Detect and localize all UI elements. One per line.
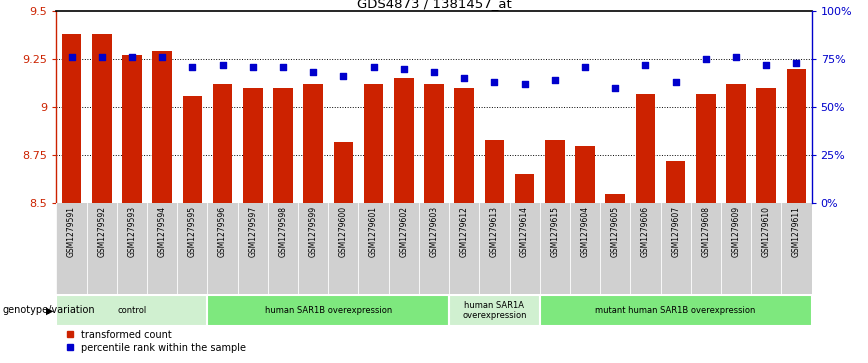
Bar (333, 142, 353, 203)
Text: GSM1279615: GSM1279615 (550, 206, 559, 257)
Text: GSM1279601: GSM1279601 (369, 206, 378, 257)
Point (760, 62, 773, 68)
Point (639, 62, 653, 68)
Bar (394, 78, 414, 203)
Bar (364, 84, 384, 203)
Bar (454, 88, 474, 203)
Point (95, 54, 108, 60)
Bar (273, 88, 293, 203)
Text: GSM1279592: GSM1279592 (97, 206, 106, 257)
Bar (540, 295, 812, 326)
Bar (786, 69, 806, 203)
Text: human SAR1B overexpression: human SAR1B overexpression (265, 306, 392, 315)
Point (125, 54, 139, 60)
Point (699, 56, 713, 62)
Point (276, 64, 290, 70)
Point (790, 60, 804, 66)
Bar (515, 174, 535, 203)
Bar (666, 161, 686, 203)
Point (64, 54, 78, 60)
Text: GSM1279604: GSM1279604 (581, 206, 589, 257)
Text: mutant human SAR1B overexpression: mutant human SAR1B overexpression (595, 306, 756, 315)
Text: GSM1279608: GSM1279608 (701, 206, 710, 257)
Legend: transformed count, percentile rank within the sample: transformed count, percentile rank withi… (66, 330, 247, 353)
Point (578, 64, 592, 70)
Text: GSM1279612: GSM1279612 (460, 206, 469, 257)
Point (517, 81, 531, 87)
Bar (449, 295, 540, 326)
Text: GSM1279593: GSM1279593 (128, 206, 136, 257)
Text: GSM1279598: GSM1279598 (279, 206, 287, 257)
Bar (56, 295, 207, 326)
Bar (152, 51, 172, 203)
Bar (182, 95, 202, 203)
Text: GSM1279606: GSM1279606 (641, 206, 650, 257)
Point (427, 70, 441, 76)
Bar (756, 88, 776, 203)
Point (488, 79, 502, 85)
Text: GSM1279600: GSM1279600 (339, 206, 348, 257)
Bar (62, 34, 82, 203)
Bar (213, 84, 233, 203)
Text: GSM1279611: GSM1279611 (792, 206, 801, 257)
Text: GSM1279595: GSM1279595 (187, 206, 197, 257)
Text: genotype/variation: genotype/variation (3, 305, 95, 315)
Text: GSM1279605: GSM1279605 (611, 206, 620, 257)
Text: GSM1279602: GSM1279602 (399, 206, 408, 257)
Point (397, 66, 411, 72)
Bar (484, 140, 504, 203)
Point (457, 75, 471, 81)
Bar (635, 94, 655, 203)
Bar (545, 140, 565, 203)
Title: GDS4873 / 1381457_at: GDS4873 / 1381457_at (357, 0, 511, 10)
Text: GSM1279597: GSM1279597 (248, 206, 257, 257)
Text: GSM1279614: GSM1279614 (520, 206, 529, 257)
Text: human SAR1A
overexpression: human SAR1A overexpression (462, 301, 527, 320)
Point (337, 73, 351, 79)
Text: control: control (117, 306, 147, 315)
Point (246, 64, 260, 70)
Bar (696, 94, 716, 203)
Point (215, 62, 229, 68)
Bar (575, 146, 595, 203)
Point (186, 64, 200, 70)
Point (608, 85, 622, 91)
Bar (727, 84, 746, 203)
Point (155, 54, 169, 60)
Point (729, 54, 743, 60)
Bar (303, 84, 323, 203)
Text: GSM1279594: GSM1279594 (158, 206, 167, 257)
Text: ▶: ▶ (46, 305, 54, 315)
Text: GSM1279596: GSM1279596 (218, 206, 227, 257)
Bar (207, 295, 449, 326)
Bar (424, 84, 444, 203)
Bar (243, 88, 263, 203)
Point (668, 79, 682, 85)
Text: GSM1279603: GSM1279603 (430, 206, 438, 257)
Text: GSM1279591: GSM1279591 (67, 206, 76, 257)
Point (548, 77, 562, 83)
Point (366, 64, 380, 70)
Text: GSM1279610: GSM1279610 (762, 206, 771, 257)
Bar (122, 55, 141, 203)
Text: GSM1279613: GSM1279613 (490, 206, 499, 257)
Point (306, 70, 320, 76)
Text: GSM1279599: GSM1279599 (309, 206, 318, 257)
Bar (92, 34, 112, 203)
Text: GSM1279607: GSM1279607 (671, 206, 681, 257)
Bar (605, 193, 625, 203)
Text: GSM1279609: GSM1279609 (732, 206, 740, 257)
